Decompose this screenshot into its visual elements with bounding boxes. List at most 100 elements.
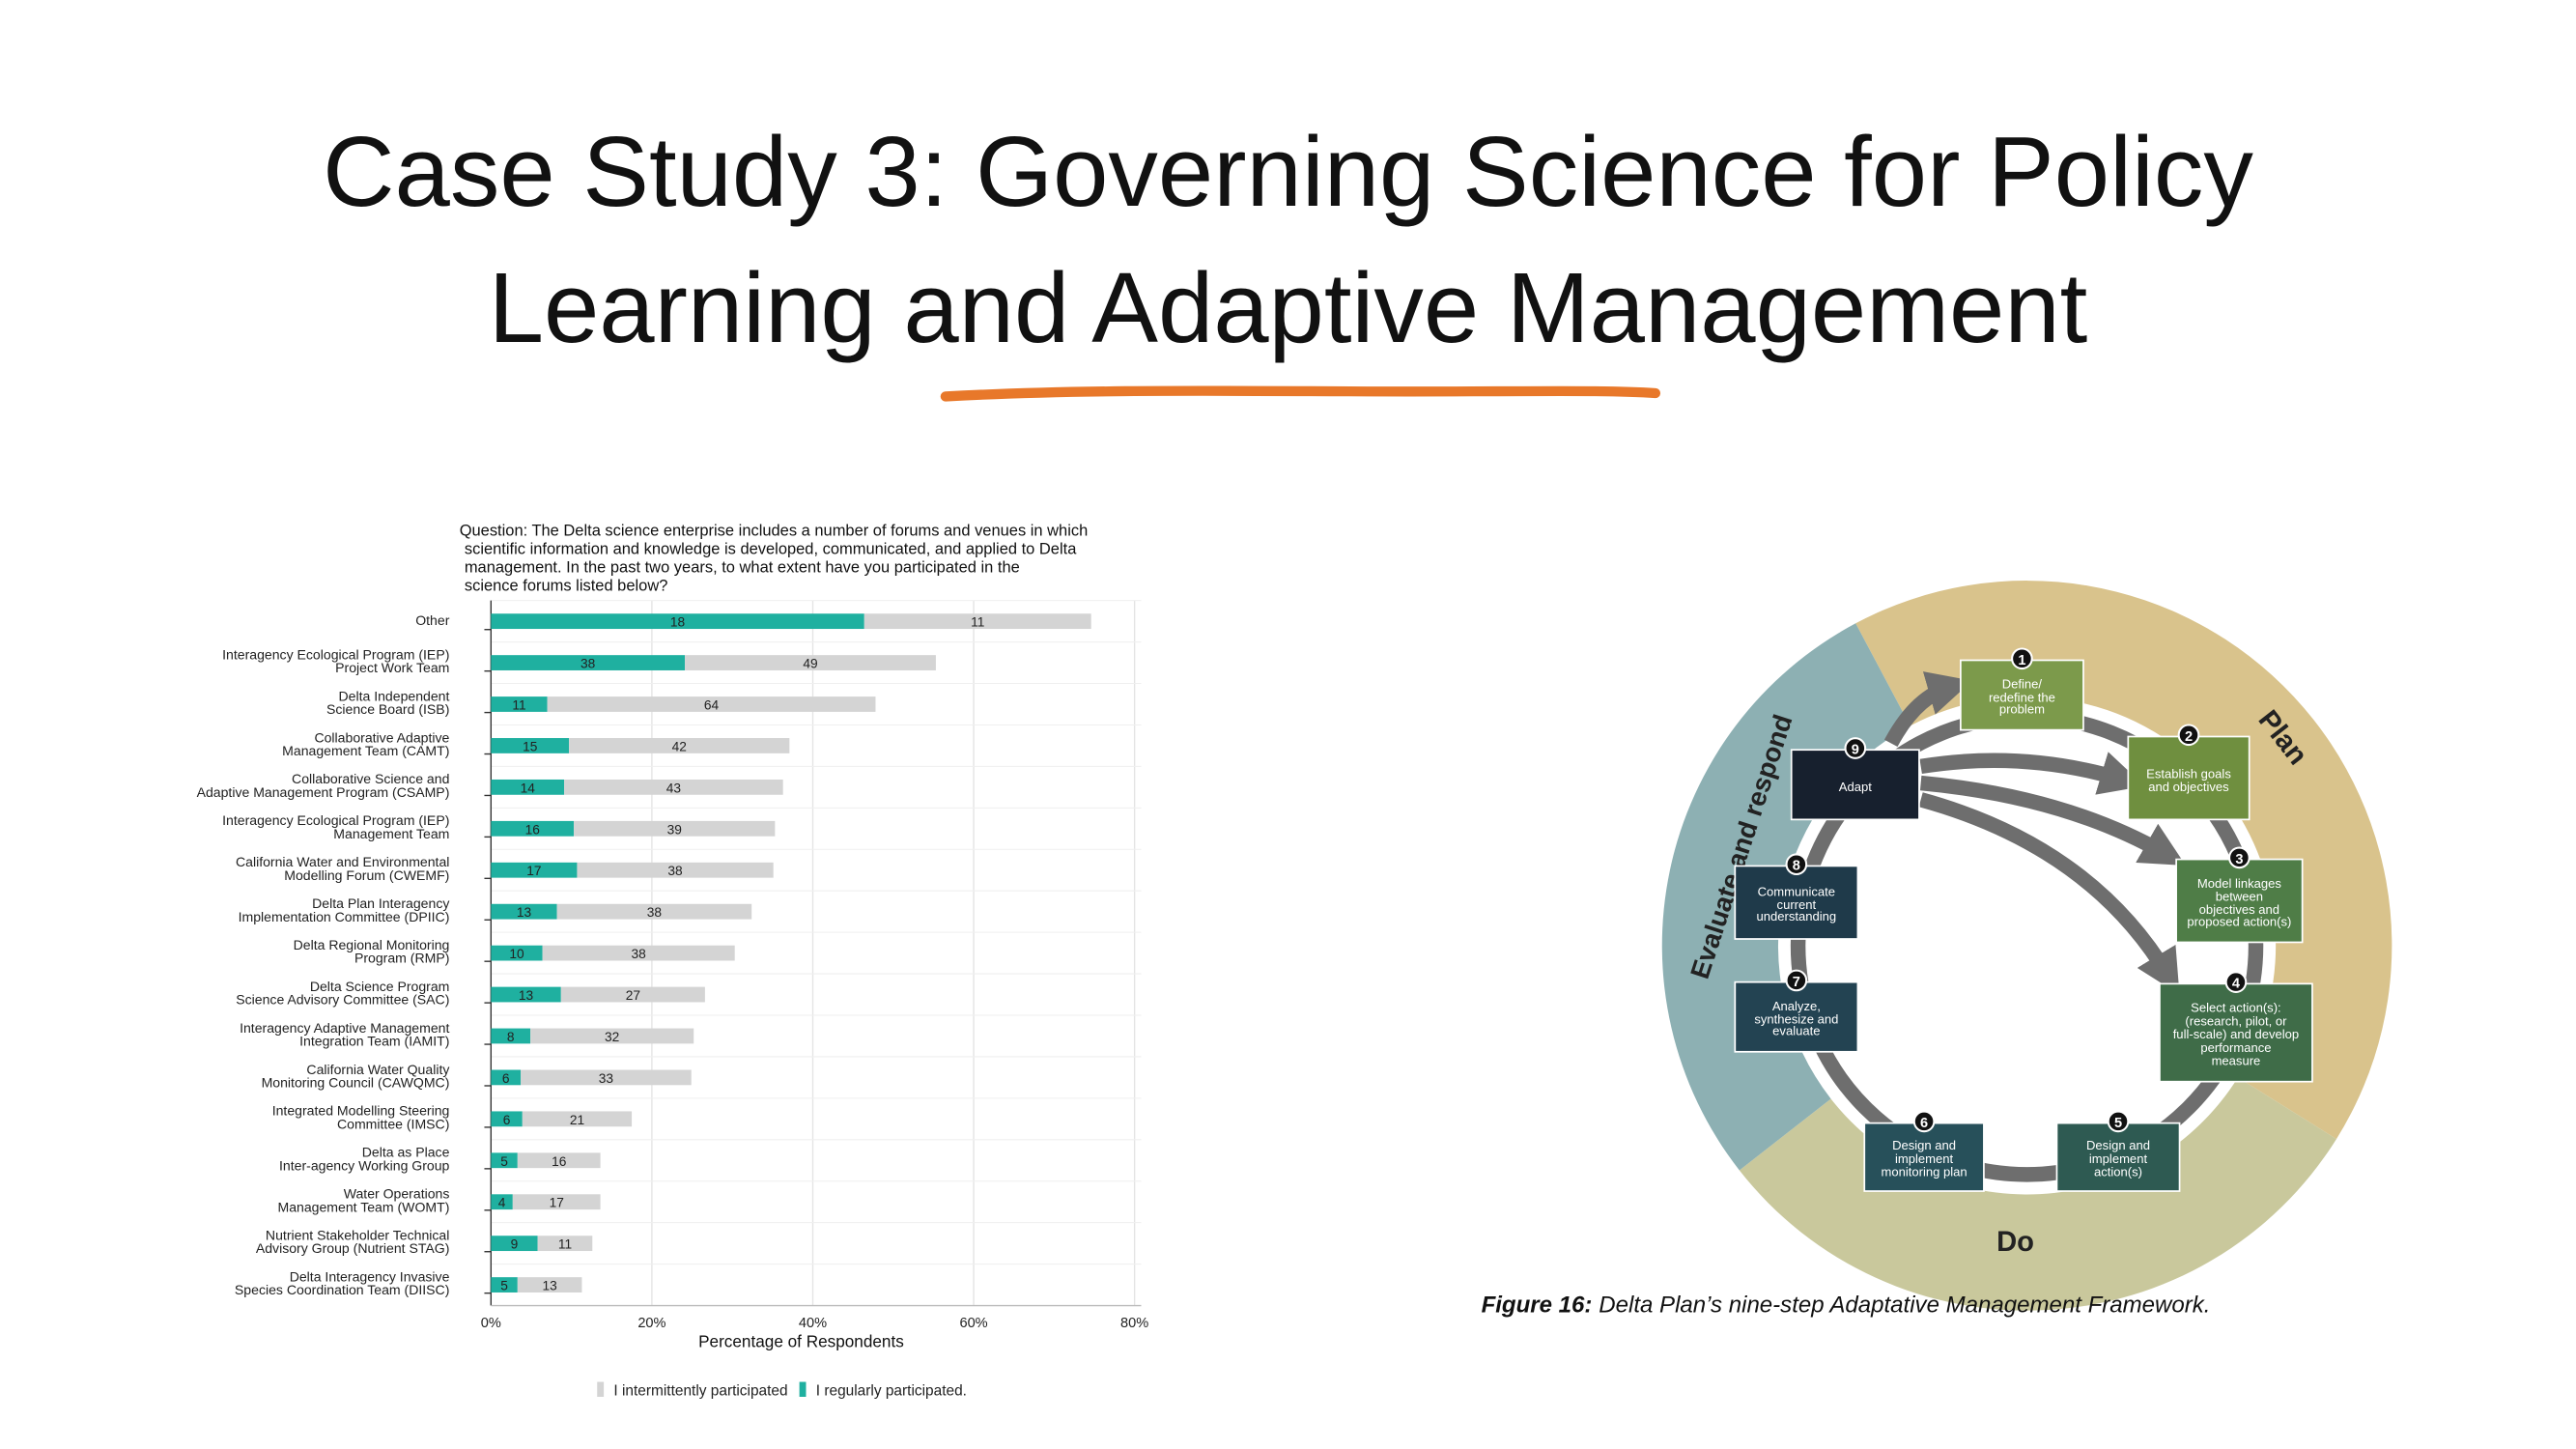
flow-arrow bbox=[1919, 775, 2186, 866]
bar-segment bbox=[491, 862, 578, 878]
bar-segment bbox=[517, 1277, 582, 1293]
step-box bbox=[2159, 982, 2313, 1083]
region-label: Do bbox=[1996, 1227, 2034, 1258]
count-label: 14 bbox=[521, 781, 536, 795]
step-label: Design and implement action(s) bbox=[2086, 1138, 2150, 1179]
x-tick-label: 40% bbox=[799, 1316, 827, 1331]
bar-segment bbox=[491, 1194, 513, 1210]
bar-segment bbox=[542, 945, 735, 961]
count-label: 4 bbox=[498, 1196, 506, 1210]
step-box bbox=[2055, 1122, 2181, 1192]
step-label: Select action(s): (research, pilot, or f… bbox=[2172, 1000, 2300, 1068]
bar-segment bbox=[577, 862, 774, 878]
category-label: Interagency Ecological Program (IEP) Pro… bbox=[222, 646, 450, 676]
step-label: Design and implement monitoring plan bbox=[1881, 1138, 1967, 1179]
bar-segment bbox=[491, 986, 561, 1003]
bar-segment bbox=[491, 1028, 531, 1044]
count-label: 39 bbox=[667, 822, 682, 837]
step-number-badge bbox=[2107, 1110, 2130, 1133]
count-label: 38 bbox=[667, 864, 683, 878]
flow-arrow bbox=[1918, 792, 2180, 995]
category-label: Water Operations Management Team (WOMT) bbox=[277, 1185, 450, 1215]
step-box bbox=[2175, 858, 2304, 944]
legend-label: I intermittently participated bbox=[613, 1382, 787, 1399]
category-label: Delta Interagency Invasive Species Coord… bbox=[234, 1268, 450, 1298]
bar-segment bbox=[491, 696, 548, 712]
step-number-badge bbox=[1844, 737, 1867, 759]
diagram-region bbox=[1855, 581, 2392, 1140]
count-label: 10 bbox=[509, 947, 524, 961]
count-label: 42 bbox=[672, 739, 687, 753]
chart-question: management. In the past two years, to wh… bbox=[465, 558, 1020, 576]
category-label: Other bbox=[415, 612, 450, 628]
caption-label: Figure 16: bbox=[1482, 1292, 1593, 1318]
count-label: 11 bbox=[971, 615, 984, 630]
count-label: 15 bbox=[523, 739, 538, 753]
bar-segment bbox=[564, 779, 783, 795]
bar-segment bbox=[491, 779, 565, 795]
count-label: 9 bbox=[511, 1237, 519, 1252]
x-tick-label: 60% bbox=[959, 1316, 987, 1331]
count-label: 18 bbox=[670, 615, 686, 630]
count-label: 13 bbox=[517, 905, 532, 920]
bar-segment bbox=[491, 1236, 538, 1252]
step-number: 1 bbox=[2018, 653, 2025, 668]
category-label: Interagency Ecological Program (IEP) Man… bbox=[222, 812, 450, 842]
bar-segment bbox=[517, 1152, 601, 1169]
count-label: 11 bbox=[558, 1237, 572, 1252]
count-label: 6 bbox=[502, 1071, 510, 1086]
x-tick-label: 0% bbox=[481, 1316, 501, 1331]
bar-segment bbox=[491, 613, 864, 630]
bar-segment bbox=[491, 1069, 522, 1086]
bar-segment bbox=[512, 1194, 601, 1210]
bar-segment bbox=[491, 820, 575, 837]
flow-arrow bbox=[1919, 752, 2145, 795]
bar-segment bbox=[521, 1069, 692, 1086]
count-label: 38 bbox=[647, 905, 663, 920]
count-label: 17 bbox=[526, 864, 541, 878]
bar-segment bbox=[863, 613, 1091, 630]
step-number-badge bbox=[2224, 971, 2248, 993]
count-label: 38 bbox=[632, 947, 647, 961]
x-tick-label: 20% bbox=[637, 1316, 665, 1331]
chart-question: Question: The Delta science enterprise i… bbox=[460, 523, 1089, 540]
count-label: 49 bbox=[803, 657, 817, 671]
step-number: 8 bbox=[1793, 859, 1800, 874]
step-box bbox=[1790, 749, 1920, 821]
step-number: 6 bbox=[1920, 1116, 1928, 1131]
bar-segment bbox=[556, 903, 752, 920]
count-label: 17 bbox=[550, 1196, 564, 1210]
category-label: Integrated Modelling Steering Committee … bbox=[271, 1102, 450, 1133]
bar-segment bbox=[491, 655, 686, 670]
bar-segment bbox=[491, 1277, 518, 1293]
count-label: 5 bbox=[500, 1279, 508, 1293]
bar-segment bbox=[569, 738, 790, 753]
chart-question: scientific information and knowledge is … bbox=[465, 541, 1077, 558]
category-label: California Water and Environmental Model… bbox=[235, 854, 450, 884]
bar-segment bbox=[491, 903, 557, 920]
count-label: 16 bbox=[525, 822, 541, 837]
category-label: Delta Plan Interagency Implementation Co… bbox=[238, 895, 450, 925]
category-label: Collaborative Science and Adaptive Manag… bbox=[196, 771, 450, 801]
step-label: Model linkages between objectives and pr… bbox=[2187, 874, 2292, 930]
step-number: 5 bbox=[2114, 1116, 2122, 1131]
count-label: 43 bbox=[666, 781, 682, 795]
slide-title: Learning and Adaptive Management bbox=[488, 252, 2088, 364]
category-label: Delta Science Program Science Advisory C… bbox=[236, 979, 450, 1009]
bar-segment bbox=[560, 986, 705, 1003]
bar-segment bbox=[491, 1111, 523, 1127]
step-number: 9 bbox=[1852, 743, 1859, 758]
chart-question: science forums listed below? bbox=[465, 577, 668, 594]
count-label: 13 bbox=[542, 1279, 557, 1293]
bar-segment bbox=[491, 1152, 518, 1169]
count-label: 5 bbox=[500, 1154, 508, 1169]
category-label: Nutrient Stakeholder Technical Advisory … bbox=[255, 1227, 450, 1257]
legend-swatch bbox=[597, 1381, 605, 1397]
slide-title: Case Study 3: Governing Science for Poli… bbox=[323, 116, 2253, 228]
count-label: 27 bbox=[626, 988, 640, 1003]
step-number: 7 bbox=[1793, 975, 1800, 990]
category-label: Delta as Place Inter-agency Working Grou… bbox=[279, 1144, 450, 1175]
step-label: Define/ redefine the problem bbox=[1988, 675, 2055, 718]
